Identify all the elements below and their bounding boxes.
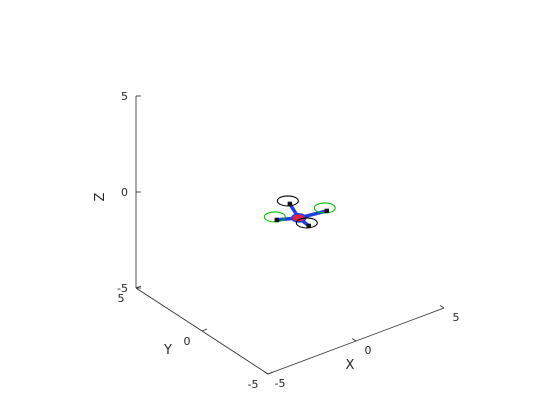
quadcopter: [263, 195, 336, 229]
y-tick-label: 5: [118, 292, 125, 305]
motor: [306, 223, 311, 229]
axes-box: [135, 96, 445, 375]
x-tick-label: 0: [365, 344, 372, 357]
motor: [324, 208, 329, 214]
x-tick-label: -5: [275, 377, 286, 390]
x-tick-label: 5: [453, 311, 460, 324]
y-tick-mark: [267, 371, 274, 375]
y-tick-label: 0: [184, 335, 191, 348]
y-tick-mark: [201, 328, 208, 332]
z-tick-label: -5: [117, 282, 128, 295]
axis-labels: X Y Z: [93, 192, 355, 373]
y-axis-label: Y: [163, 343, 172, 358]
motor: [287, 201, 292, 207]
tick-labels: -5 -5 -5 0 0 0 5 5 5: [117, 90, 459, 391]
x-tick-mark: [263, 371, 269, 375]
x-tick-mark: [351, 338, 357, 342]
z-tick-label: 5: [121, 90, 128, 103]
x-axis-label: X: [346, 358, 355, 373]
motor: [274, 217, 279, 223]
x-tick-mark: [439, 305, 445, 309]
z-axis-label: Z: [93, 192, 108, 201]
y-tick-mark: [135, 285, 142, 289]
y-tick-label: -5: [248, 378, 259, 391]
tick-marks: [135, 95, 445, 375]
z-tick-label: 0: [121, 186, 128, 199]
